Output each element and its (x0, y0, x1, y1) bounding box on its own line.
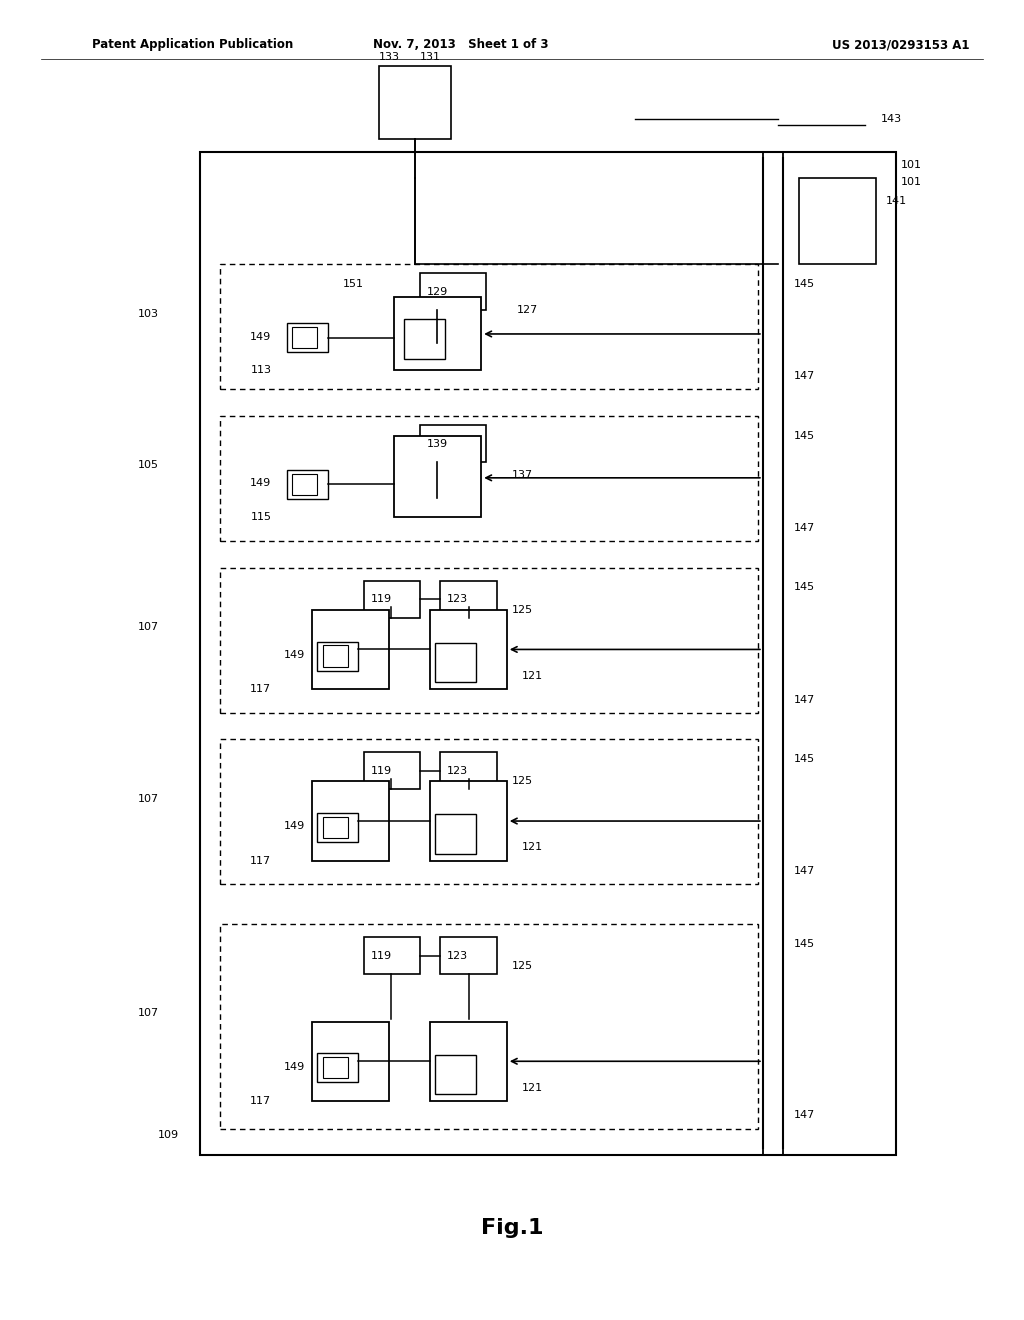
FancyBboxPatch shape (312, 1022, 389, 1101)
Text: 125: 125 (512, 776, 534, 787)
Text: 149: 149 (284, 1061, 305, 1072)
FancyBboxPatch shape (799, 178, 876, 264)
Text: 121: 121 (522, 842, 544, 853)
FancyBboxPatch shape (312, 781, 389, 861)
Text: 145: 145 (794, 754, 815, 764)
FancyBboxPatch shape (435, 814, 476, 854)
Text: Nov. 7, 2013   Sheet 1 of 3: Nov. 7, 2013 Sheet 1 of 3 (373, 38, 549, 51)
Text: 115: 115 (250, 512, 271, 523)
FancyBboxPatch shape (420, 425, 486, 462)
FancyBboxPatch shape (379, 66, 451, 139)
Text: 101: 101 (901, 177, 923, 187)
Text: 121: 121 (522, 671, 544, 681)
FancyBboxPatch shape (287, 323, 328, 352)
Text: 137: 137 (512, 470, 534, 480)
Text: 141: 141 (886, 195, 907, 206)
FancyBboxPatch shape (394, 297, 481, 370)
FancyBboxPatch shape (287, 470, 328, 499)
Text: 105: 105 (137, 461, 159, 470)
FancyBboxPatch shape (292, 327, 317, 348)
Text: 145: 145 (794, 939, 815, 949)
FancyBboxPatch shape (430, 781, 507, 861)
Text: 147: 147 (794, 866, 815, 876)
Text: 119: 119 (371, 594, 391, 605)
Text: 107: 107 (137, 1008, 159, 1018)
Text: Patent Application Publication: Patent Application Publication (92, 38, 294, 51)
FancyBboxPatch shape (430, 610, 507, 689)
FancyBboxPatch shape (323, 645, 348, 667)
Text: 125: 125 (512, 605, 534, 615)
Text: 121: 121 (522, 1082, 544, 1093)
FancyBboxPatch shape (430, 1022, 507, 1101)
FancyBboxPatch shape (420, 273, 486, 310)
Text: 133: 133 (379, 51, 400, 62)
Text: 109: 109 (158, 1130, 179, 1140)
FancyBboxPatch shape (404, 319, 445, 359)
FancyBboxPatch shape (323, 817, 348, 838)
Text: 107: 107 (137, 793, 159, 804)
FancyBboxPatch shape (312, 610, 389, 689)
Text: 123: 123 (447, 766, 468, 776)
FancyBboxPatch shape (364, 581, 420, 618)
Text: 147: 147 (794, 371, 815, 381)
Text: 107: 107 (137, 622, 159, 632)
Text: 145: 145 (794, 279, 815, 289)
Text: 147: 147 (794, 1110, 815, 1121)
Text: 129: 129 (427, 286, 447, 297)
Text: 149: 149 (250, 331, 271, 342)
Text: 119: 119 (371, 950, 391, 961)
Text: 117: 117 (250, 855, 271, 866)
Text: 125: 125 (512, 961, 534, 972)
Text: US 2013/0293153 A1: US 2013/0293153 A1 (833, 38, 970, 51)
Text: 143: 143 (881, 114, 902, 124)
Text: 113: 113 (250, 364, 271, 375)
Text: 101: 101 (901, 160, 923, 170)
FancyBboxPatch shape (364, 752, 420, 789)
Text: 123: 123 (447, 950, 468, 961)
Text: 131: 131 (420, 51, 441, 62)
Text: 119: 119 (371, 766, 391, 776)
Text: 151: 151 (343, 279, 365, 289)
FancyBboxPatch shape (440, 937, 497, 974)
FancyBboxPatch shape (364, 937, 420, 974)
Text: 149: 149 (284, 649, 305, 660)
Text: 149: 149 (284, 821, 305, 832)
FancyBboxPatch shape (317, 813, 358, 842)
Text: 145: 145 (794, 430, 815, 441)
Text: 123: 123 (447, 594, 468, 605)
Text: 147: 147 (794, 694, 815, 705)
Text: 117: 117 (250, 1096, 271, 1106)
FancyBboxPatch shape (440, 752, 497, 789)
FancyBboxPatch shape (292, 474, 317, 495)
Text: 127: 127 (517, 305, 539, 315)
FancyBboxPatch shape (323, 1057, 348, 1078)
Text: 117: 117 (250, 684, 271, 694)
FancyBboxPatch shape (200, 152, 896, 1155)
FancyBboxPatch shape (435, 1055, 476, 1094)
FancyBboxPatch shape (435, 643, 476, 682)
Text: Fig.1: Fig.1 (480, 1217, 544, 1238)
FancyBboxPatch shape (440, 581, 497, 618)
Text: 149: 149 (250, 478, 271, 488)
FancyBboxPatch shape (317, 1053, 358, 1082)
FancyBboxPatch shape (317, 642, 358, 671)
Text: 139: 139 (427, 438, 447, 449)
Text: 147: 147 (794, 523, 815, 533)
Text: 145: 145 (794, 582, 815, 593)
Text: 103: 103 (137, 309, 159, 318)
FancyBboxPatch shape (394, 436, 481, 517)
